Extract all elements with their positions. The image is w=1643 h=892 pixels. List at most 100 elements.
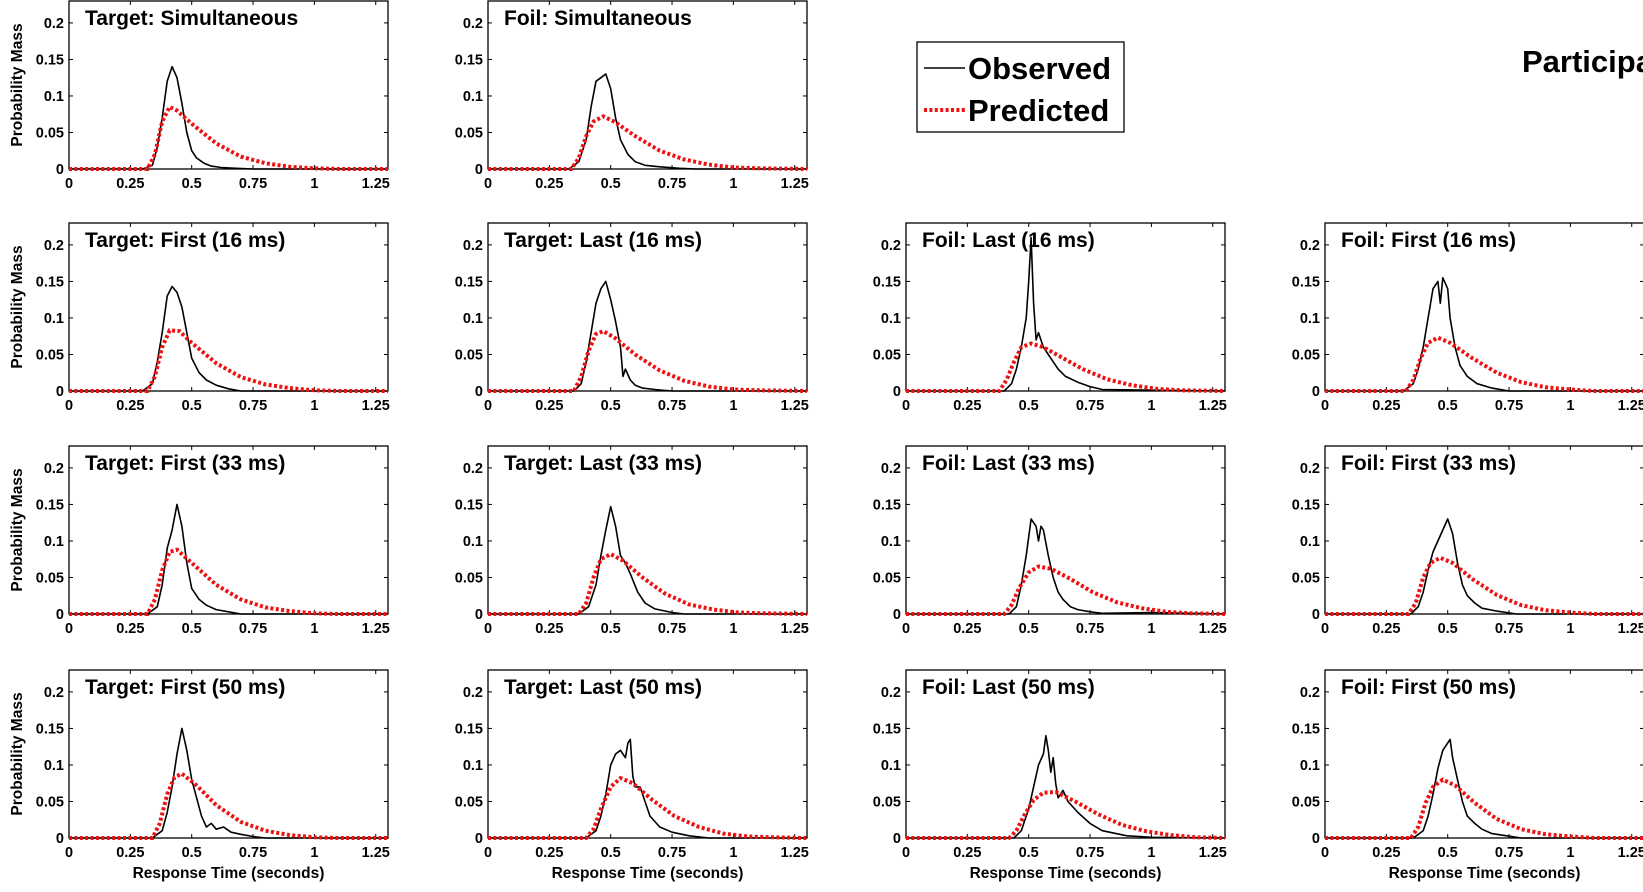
y-tick-label: 0.15: [455, 52, 483, 68]
x-tick-label: 1.25: [1199, 398, 1227, 414]
y-tick-label: 0.05: [873, 347, 901, 363]
x-tick-label: 0: [65, 398, 73, 414]
plot-frame: [487, 222, 808, 392]
y-axis-label: Probability Mass: [9, 468, 26, 591]
x-tick-label: 0: [65, 621, 73, 637]
y-tick-label: 0.05: [36, 347, 64, 363]
y-tick-label: 0.15: [36, 52, 64, 68]
y-tick-label: 0.05: [36, 794, 64, 810]
y-tick-label: 0.15: [873, 721, 901, 737]
y-tick-label: 0: [475, 607, 483, 623]
y-tick-label: 0.2: [463, 16, 483, 32]
y-axis-label: Probability Mass: [9, 692, 26, 815]
x-tick-label: 0.25: [116, 398, 144, 414]
y-tick-label: 0.2: [1300, 461, 1320, 477]
predicted-series-line: [69, 771, 388, 840]
y-tick-label: 0: [475, 162, 483, 178]
x-tick-label: 1.25: [1199, 621, 1227, 637]
predicted-series-line: [69, 547, 388, 616]
x-tick-label: 0: [1321, 621, 1329, 637]
x-axis-label: Response Time (seconds): [1389, 865, 1581, 882]
x-tick-label: 1.25: [1618, 845, 1643, 861]
y-tick-label: 0.1: [463, 758, 483, 774]
panel-title: Target: First (16 ms): [85, 229, 285, 252]
y-tick-label: 0: [56, 384, 64, 400]
y-tick-label: 0.05: [36, 125, 64, 141]
y-tick-label: 0: [1312, 831, 1320, 847]
x-tick-label: 0.25: [1372, 845, 1400, 861]
y-tick-label: 0.05: [36, 570, 64, 586]
y-axis-label: Probability Mass: [9, 23, 26, 146]
panel-1: 0 0.25 0.5 0.75 1 1.25 0 0.05 0.1 0.15 0.2 Target: …: [9, 0, 390, 192]
x-tick-label: 0.25: [116, 176, 144, 192]
x-tick-label: 0.5: [182, 398, 202, 414]
observed-series-line: [69, 503, 388, 615]
y-tick-label: 0.15: [873, 274, 901, 290]
panel-11: 0 0.25 0.5 0.75 1 1.25 0 0.05 0.1 0.15 0.2 Target: …: [9, 669, 390, 882]
x-tick-label: 0: [484, 621, 492, 637]
y-tick-label: 0.1: [463, 534, 483, 550]
panel-6: 0 0.25 0.5 0.75 1 1.25 0 0.05 0.1 0.15 0.2 Foil: Fi…: [1292, 222, 1643, 414]
observed-series-line: [488, 738, 807, 839]
y-tick-label: 0.2: [1300, 238, 1320, 254]
plot-frame: [1324, 222, 1643, 392]
x-tick-label: 0.5: [1019, 621, 1039, 637]
y-tick-label: 0.05: [455, 347, 483, 363]
x-tick-label: 0.25: [116, 845, 144, 861]
x-tick-label: 0.75: [658, 398, 686, 414]
x-tick-label: 0.25: [953, 398, 981, 414]
panel-10: 0 0.25 0.5 0.75 1 1.25 0 0.05 0.1 0.15 0.2 Foil: Fi…: [1292, 445, 1643, 637]
panel-title: Foil: Last (50 ms): [922, 676, 1095, 699]
x-tick-label: 1.25: [781, 621, 809, 637]
x-tick-label: 0: [902, 845, 910, 861]
y-tick-label: 0: [475, 831, 483, 847]
observed-series-line: [906, 518, 1226, 615]
y-tick-label: 0.05: [455, 125, 483, 141]
x-tick-label: 0.5: [1019, 845, 1039, 861]
x-tick-label: 0.75: [239, 621, 267, 637]
y-tick-label: 0.2: [463, 238, 483, 254]
x-tick-label: 1: [729, 845, 737, 861]
panel-12: 0 0.25 0.5 0.75 1 1.25 0 0.05 0.1 0.15 0.2 Target: …: [455, 669, 809, 882]
y-tick-label: 0.15: [36, 721, 64, 737]
legend: Observed Predicted: [916, 41, 1125, 133]
predicted-series-line: [488, 328, 808, 393]
observed-series-line: [69, 727, 388, 839]
x-tick-label: 0.25: [535, 176, 563, 192]
x-tick-label: 1: [1147, 845, 1155, 861]
x-tick-label: 0: [65, 176, 73, 192]
x-tick-label: 0.25: [535, 398, 563, 414]
observed-series-line: [1325, 738, 1643, 839]
y-tick-label: 0.15: [455, 721, 483, 737]
legend-observed-label: Observed: [968, 51, 1111, 86]
x-tick-label: 1: [729, 621, 737, 637]
predicted-series-line: [906, 341, 1226, 393]
x-tick-label: 0.25: [1372, 621, 1400, 637]
panel-title: Target: Last (16 ms): [504, 229, 702, 252]
x-tick-label: 0.75: [1495, 845, 1523, 861]
x-tick-label: 1.25: [1199, 845, 1227, 861]
plot-frame: [68, 222, 389, 392]
x-tick-label: 1.25: [362, 845, 390, 861]
x-tick-label: 0.5: [1438, 621, 1458, 637]
y-tick-label: 0.1: [881, 758, 901, 774]
plot-frame: [905, 222, 1226, 392]
predicted-series-line: [1325, 335, 1643, 393]
y-tick-label: 0.15: [36, 274, 64, 290]
panel-3: 0 0.25 0.5 0.75 1 1.25 0 0.05 0.1 0.15 0.2 Target: …: [9, 222, 390, 414]
x-tick-label: 0.5: [1438, 398, 1458, 414]
x-tick-label: 0.75: [658, 176, 686, 192]
x-tick-label: 0: [484, 845, 492, 861]
x-tick-label: 0.75: [1495, 398, 1523, 414]
x-tick-label: 0.75: [1076, 398, 1104, 414]
x-tick-label: 0.5: [182, 621, 202, 637]
panel-8: 0 0.25 0.5 0.75 1 1.25 0 0.05 0.1 0.15 0.2 Target: …: [455, 445, 809, 637]
plot-frame: [487, 669, 808, 839]
panel-title: Foil: First (50 ms): [1341, 676, 1516, 699]
predicted-series-line: [1325, 777, 1643, 840]
x-tick-label: 0.5: [601, 845, 621, 861]
figure-title: Participant C: [1522, 44, 1643, 79]
predicted-series-line: [906, 789, 1226, 840]
panel-2: 0 0.25 0.5 0.75 1 1.25 0 0.05 0.1 0.15 0.2 Foil: Si…: [455, 0, 809, 192]
y-tick-label: 0.2: [881, 238, 901, 254]
